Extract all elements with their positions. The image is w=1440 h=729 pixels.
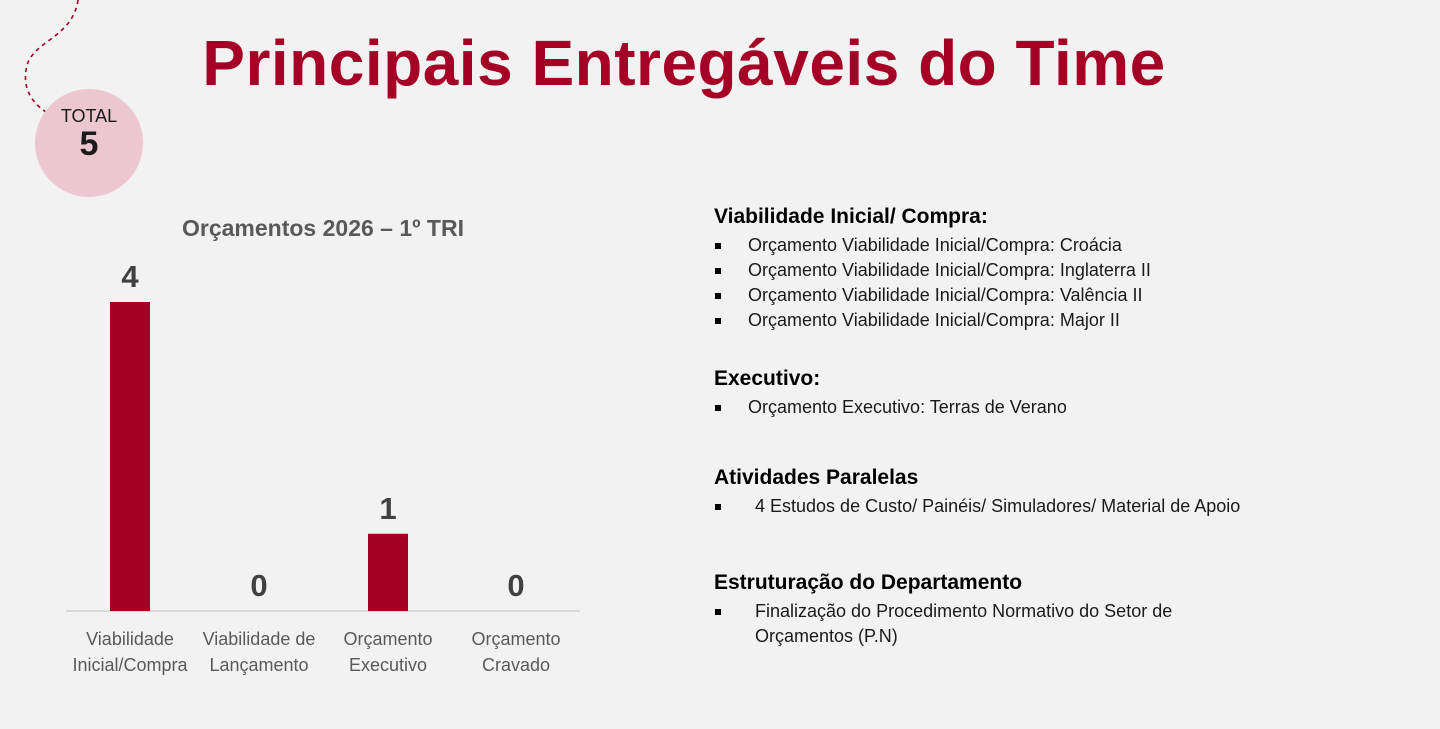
category-label-2: Orçamento Executivo bbox=[343, 629, 432, 675]
dashed-curve-decoration bbox=[24, 0, 79, 116]
data-label-3: 0 bbox=[507, 568, 524, 603]
list-item: Orçamento Viabilidade Inicial/Compra: Ma… bbox=[714, 308, 1151, 333]
category-label-3: Orçamento Cravado bbox=[471, 629, 560, 675]
section-title: Viabilidade Inicial/ Compra: bbox=[714, 205, 988, 228]
total-label: TOTAL bbox=[60, 106, 118, 126]
data-label-2: 1 bbox=[379, 491, 396, 526]
section-title: Estruturação do Departamento bbox=[714, 571, 1023, 594]
list-item: Finalização do Procedimento Normativo do… bbox=[714, 599, 1172, 624]
section-viabilidade: Viabilidade Inicial/ Compra: Orçamento V… bbox=[714, 205, 1151, 333]
bar-0 bbox=[110, 302, 150, 611]
list-item: 4 Estudos de Custo/ Painéis/ Simuladores… bbox=[714, 494, 1240, 519]
section-atividades-paralelas: Atividades Paralelas 4 Estudos de Custo/… bbox=[714, 466, 1240, 519]
section-title: Atividades Paralelas bbox=[714, 466, 919, 489]
list-item: Orçamento Viabilidade Inicial/Compra: In… bbox=[714, 258, 1151, 283]
section-title: Executivo: bbox=[714, 367, 821, 390]
total-value: 5 bbox=[79, 125, 99, 163]
section-estruturacao: Estruturação do Departamento Finalização… bbox=[714, 571, 1172, 649]
list-item: Orçamento Viabilidade Inicial/Compra: Va… bbox=[714, 283, 1151, 308]
category-label-1: Viabilidade de Lançamento bbox=[203, 629, 316, 675]
data-label-0: 4 bbox=[121, 259, 139, 294]
chart-title: Orçamentos 2026 – 1º TRI bbox=[182, 215, 464, 241]
list-item-continuation: Orçamentos (P.N) bbox=[755, 626, 898, 646]
bar-2 bbox=[368, 533, 408, 611]
list-item: Orçamento Executivo: Terras de Verano bbox=[714, 395, 1067, 420]
bar-chart: Orçamentos 2026 – 1º TRI 4 Viabilidade Inic… bbox=[66, 215, 580, 675]
list-item: Orçamento Viabilidade Inicial/Compra: Cr… bbox=[714, 233, 1151, 258]
category-label-0: Viabilidade Inicial/Compra bbox=[72, 629, 188, 675]
total-badge: TOTAL 5 bbox=[35, 89, 143, 197]
data-label-1: 0 bbox=[250, 568, 267, 603]
page-title: Principais Entregáveis do Time bbox=[202, 27, 1166, 99]
section-executivo: Executivo: Orçamento Executivo: Terras d… bbox=[714, 367, 1067, 420]
